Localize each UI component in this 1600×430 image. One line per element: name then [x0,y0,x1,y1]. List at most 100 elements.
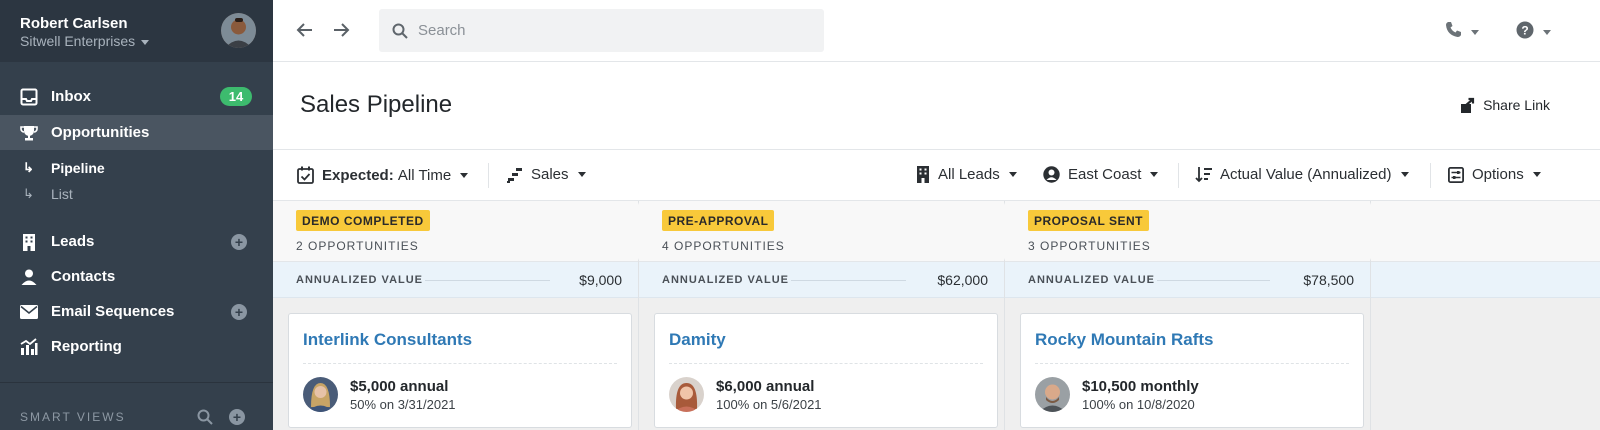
pipeline-column [1371,201,1600,430]
options-menu[interactable]: Options [1448,166,1541,183]
sidebar-item-inbox[interactable]: Inbox 14 [0,79,273,114]
opportunity-confidence-date: 100% on 10/8/2020 [1082,397,1195,412]
sidebar-item-opportunities[interactable]: Opportunities [0,115,273,150]
trophy-icon [19,123,39,143]
pipeline-column: PRE-APPROVAL 4 OPPORTUNITIES ANNUALIZED … [639,201,1011,430]
divider [1157,280,1270,281]
add-sequence-icon[interactable]: + [231,304,247,320]
return-arrow-icon: ↳ [23,186,34,201]
add-lead-icon[interactable]: + [231,234,247,250]
divider [303,363,617,364]
phone-icon [1445,21,1462,43]
chevron-down-icon [141,39,150,45]
region-filter-value: East Coast [1068,166,1142,183]
column-value-row [1371,262,1600,298]
avatar [669,377,704,412]
pipeline-column: PROPOSAL SENT 3 OPPORTUNITIES ANNUALIZED… [1005,201,1377,430]
phone-menu[interactable] [1445,21,1479,43]
chevron-down-icon [1471,29,1479,35]
divider [425,280,550,281]
sidebar-item-leads[interactable]: Leads + [0,224,273,259]
value-amount: $62,000 [937,272,988,288]
sidebar-subitem-pipeline[interactable]: ↳ Pipeline [0,155,273,181]
opportunity-card[interactable]: Damity $6,000 annual 100% on 5/6/2021 [654,313,998,428]
column-header: PRE-APPROVAL 4 OPPORTUNITIES [639,201,1011,262]
pipeline-filter-value: Sales [531,166,569,183]
back-arrow-icon[interactable] [295,20,315,40]
pipeline-filter[interactable]: Sales [506,166,586,183]
chevron-down-icon [577,172,586,177]
avatar[interactable] [221,13,256,48]
opportunity-amount: $10,500 monthly [1082,378,1199,395]
org-selector[interactable]: Sitwell Enterprises [20,33,150,49]
add-smart-view-icon[interactable]: + [229,409,245,425]
sliders-icon [1448,166,1464,183]
divider [488,163,489,188]
sort-filter[interactable]: Actual Value (Annualized) [1195,166,1409,183]
options-label: Options [1472,166,1524,183]
card-title-link[interactable]: Rocky Mountain Rafts [1035,330,1214,349]
search-bar[interactable] [379,9,824,52]
opportunity-count: 2 OPPORTUNITIES [296,239,419,253]
divider [1004,201,1005,430]
chart-icon [19,337,39,357]
sidebar-item-reporting[interactable]: Reporting [0,329,273,364]
pipeline-column: DEMO COMPLETED 2 OPPORTUNITIES ANNUALIZE… [273,201,645,430]
share-link-button[interactable]: Share Link [1460,97,1550,113]
sidebar-subitem-list[interactable]: ↳ List [0,181,273,207]
envelope-icon [19,302,39,322]
avatar [303,377,338,412]
card-title-link[interactable]: Interlink Consultants [303,330,473,349]
search-icon[interactable] [197,409,213,430]
sort-filter-value: Actual Value (Annualized) [1220,166,1392,183]
divider [1035,363,1349,364]
chevron-down-icon [1543,30,1551,35]
sidebar-item-label: Opportunities [51,124,150,141]
sidebar-item-contacts[interactable]: Contacts [0,259,273,294]
person-icon [19,267,39,287]
account-switcher[interactable]: Robert Carlsen Sitwell Enterprises [0,0,273,62]
divider [1430,163,1431,188]
opportunity-card[interactable]: Rocky Mountain Rafts $10,500 monthly 100… [1020,313,1364,428]
user-name: Robert Carlsen [20,15,128,32]
help-menu[interactable]: ? [1516,21,1551,44]
return-arrow-icon: ↳ [23,160,34,175]
opportunity-card[interactable]: Interlink Consultants $5,000 annual 50% … [288,313,632,428]
forward-arrow-icon[interactable] [331,20,351,40]
value-amount: $78,500 [1303,272,1354,288]
leads-filter[interactable]: All Leads [916,166,1017,183]
card-title-link[interactable]: Damity [669,330,726,349]
inbox-icon [19,87,39,107]
share-icon [1460,97,1476,113]
chevron-down-icon [1150,172,1159,177]
chevron-down-icon [460,172,469,178]
user-circle-icon [1043,166,1060,183]
expected-filter[interactable]: Expected: All Time [297,166,469,184]
sort-descending-icon [1195,166,1212,183]
funnel-steps-icon [506,167,523,183]
column-header: DEMO COMPLETED 2 OPPORTUNITIES [273,201,645,262]
building-icon [19,232,39,252]
building-icon [916,166,930,183]
column-header [1371,201,1600,262]
sidebar-item-label: Reporting [51,338,122,355]
column-value-row: ANNUALIZED VALUE $9,000 [273,262,645,298]
opportunity-amount: $6,000 annual [716,378,815,395]
pipeline-board: DEMO COMPLETED 2 OPPORTUNITIES ANNUALIZE… [273,201,1600,430]
sidebar-item-label: Inbox [51,88,91,105]
share-link-label: Share Link [1483,97,1550,113]
sidebar-item-email-sequences[interactable]: Email Sequences + [0,294,273,329]
divider [669,363,983,364]
chevron-down-icon [1532,172,1541,177]
leads-filter-value: All Leads [938,166,1000,183]
expected-filter-value: All Time [397,166,452,184]
region-filter[interactable]: East Coast [1043,166,1159,183]
sidebar-item-label: Contacts [51,268,116,285]
search-input[interactable] [418,22,798,39]
stage-badge: PRE-APPROVAL [662,210,775,231]
smart-views-heading: SMART VIEWS [20,410,126,424]
filter-bar: Expected: All Time Sales All Leads East … [273,151,1600,201]
divider [0,382,273,383]
chevron-down-icon [1400,172,1409,177]
chevron-down-icon [1008,172,1017,177]
